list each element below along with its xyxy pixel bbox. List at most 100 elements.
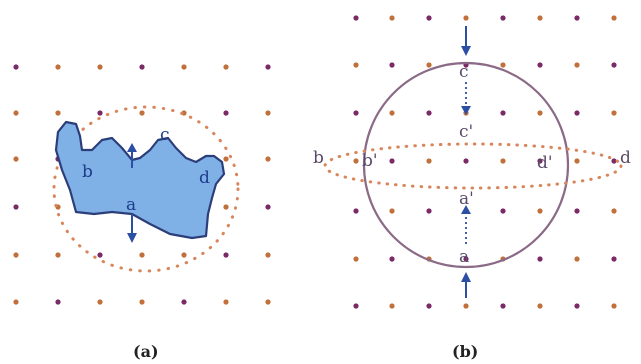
lattice-dot [500,303,506,309]
lattice-dot [55,110,61,116]
caption-b: (b) [452,342,478,360]
lattice-dot [500,62,506,68]
blob-shape [54,120,226,240]
lattice-dot [537,110,543,116]
lattice-dot [611,208,617,214]
lattice-dot [426,62,432,68]
lattice-dot [223,64,229,70]
label-a: a [459,247,469,267]
lattice-dot [500,208,506,214]
arrow-down-icon [127,214,137,243]
lattice-dot [426,303,432,309]
lattice-dot [13,110,19,116]
dotted-boundary-ellipse [323,142,623,190]
label-b: b [313,148,324,168]
lattice-dot [537,256,543,262]
lattice-dot [389,110,395,116]
lattice-dot [537,62,543,68]
lattice-dot [611,303,617,309]
lattice-dot [353,110,359,116]
lattice-dot [13,64,19,70]
arrow-up-icon [461,272,471,298]
lattice-dot [574,62,580,68]
lattice-dot [611,62,617,68]
lattice-dot [426,15,432,21]
lattice-dot [574,303,580,309]
lattice-dot [265,64,271,70]
lattice-dot [463,158,469,164]
label-a-prime: a' [459,189,474,209]
lattice-dot [139,299,145,305]
arrow-up-icon [127,143,137,168]
lattice-dot [97,110,103,116]
lattice-dot [223,252,229,258]
lattice-dot [426,110,432,116]
lattice-dot [223,299,229,305]
lattice-dot [463,303,469,309]
label-b-prime: b' [362,151,378,171]
lattice-dot [353,208,359,214]
label-c: c [160,125,170,145]
lattice-dot [223,204,229,210]
lattice-dot [265,110,271,116]
label-d: d [620,148,631,168]
lattice-dot [55,64,61,70]
lattice-dot [611,15,617,21]
lattice-dot [97,252,103,258]
lattice-dot [265,252,271,258]
lattice-dot [537,208,543,214]
lattice-dot [181,252,187,258]
label-b: b [82,162,93,182]
lattice-dot [223,156,229,162]
lattice-dot [139,64,145,70]
lattice-dot [611,158,617,164]
lattice-dot [426,158,432,164]
label-c: c [459,62,469,82]
lattice-dot [389,208,395,214]
lattice-dot [611,256,617,262]
lattice-dot [13,156,19,162]
lattice-dot [13,252,19,258]
label-c-prime: c' [459,122,473,142]
lattice-dot [265,156,271,162]
lattice-dot [181,299,187,305]
lattice-dot [500,15,506,21]
dotted-boundary-ring [52,105,240,273]
lattice-dot [97,299,103,305]
lattice-dot [537,303,543,309]
lattice-dot [611,110,617,116]
arrow-down-icon [461,82,471,115]
lattice-dot [500,158,506,164]
lattice-dot [574,158,580,164]
arrow-down-icon [461,26,471,56]
lattice-dot [139,252,145,258]
lattice-dot [389,15,395,21]
dot-grid-b [353,15,617,309]
lattice-dot [537,15,543,21]
lattice-dot [223,110,229,116]
lattice-dot [389,303,395,309]
label-a: a [126,195,136,215]
lattice-dot [574,256,580,262]
lattice-dot [463,15,469,21]
lattice-dot [265,299,271,305]
lattice-dot [97,64,103,70]
lattice-dot [426,208,432,214]
lattice-dot [389,256,395,262]
lattice-dot [13,299,19,305]
lattice-dot [181,64,187,70]
lattice-dot [574,208,580,214]
boundary-circle [362,61,570,269]
lattice-dot [537,158,543,164]
label-d-prime: d' [537,153,553,173]
panel-b: c c' a' a b b' d' d (b) [313,15,631,361]
lattice-dot [353,15,359,21]
lattice-dot [389,158,395,164]
lattice-dot [353,62,359,68]
lattice-dot [265,204,271,210]
lattice-dot [389,62,395,68]
lattice-dot [13,204,19,210]
caption-a: (a) [133,342,159,360]
label-d: d [199,168,210,188]
lattice-dot [500,110,506,116]
